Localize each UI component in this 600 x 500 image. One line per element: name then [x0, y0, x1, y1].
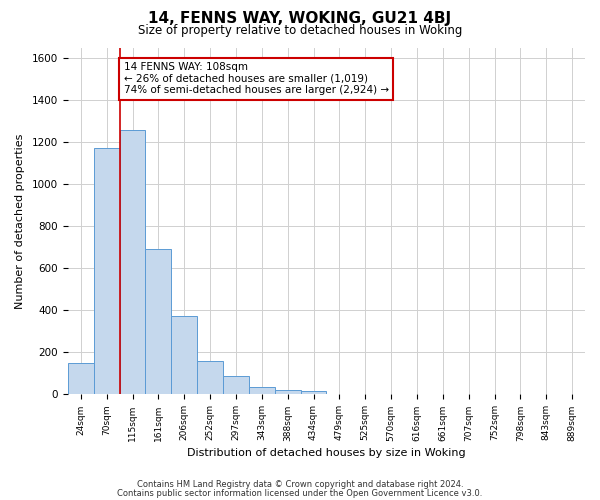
X-axis label: Distribution of detached houses by size in Woking: Distribution of detached houses by size … [187, 448, 466, 458]
Bar [94, 148, 119, 394]
Bar [145, 250, 172, 394]
Text: 14, FENNS WAY, WOKING, GU21 4BJ: 14, FENNS WAY, WOKING, GU21 4BJ [148, 11, 452, 26]
Bar [301, 392, 326, 394]
Bar [275, 390, 301, 394]
Bar [172, 316, 197, 394]
Bar [68, 364, 94, 394]
Bar [119, 130, 145, 394]
Text: Contains HM Land Registry data © Crown copyright and database right 2024.: Contains HM Land Registry data © Crown c… [137, 480, 463, 489]
Text: Contains public sector information licensed under the Open Government Licence v3: Contains public sector information licen… [118, 488, 482, 498]
Text: 14 FENNS WAY: 108sqm
← 26% of detached houses are smaller (1,019)
74% of semi-de: 14 FENNS WAY: 108sqm ← 26% of detached h… [124, 62, 389, 96]
Y-axis label: Number of detached properties: Number of detached properties [15, 134, 25, 308]
Bar [197, 361, 223, 394]
Text: Size of property relative to detached houses in Woking: Size of property relative to detached ho… [138, 24, 462, 37]
Bar [249, 387, 275, 394]
Bar [223, 376, 249, 394]
